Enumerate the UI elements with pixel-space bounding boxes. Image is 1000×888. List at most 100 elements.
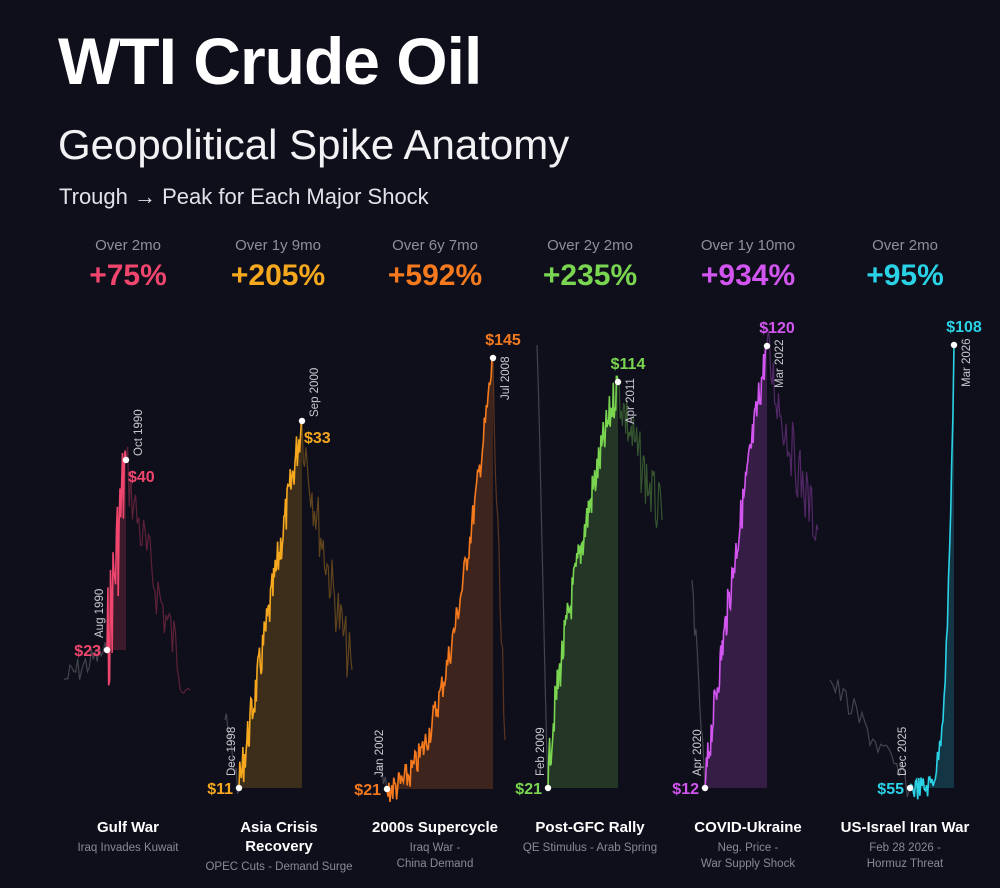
rise-line: [547, 375, 619, 789]
pre-shock-line: [691, 579, 706, 789]
panel-gulf-war: $23 $40 Aug 1990 Oct 1990: [63, 409, 191, 694]
pre-shock-line: [536, 344, 549, 789]
peak-marker: [950, 341, 958, 349]
rise-area-fill: [910, 345, 954, 800]
duration-label: Over 6y 7mo: [392, 237, 478, 254]
stat-covid-ukraine: Over 1y 10mo +934%: [668, 238, 828, 291]
caption-asia-crisis: Asia Crisis Recovery OPEC Cuts - Demand …: [194, 818, 364, 875]
event-description: Feb 28 2026 - Hormuz Threat: [866, 842, 944, 870]
peak-marker: [614, 378, 622, 386]
caption-supercycle: 2000s Supercycle Iraq War - China Demand: [350, 818, 520, 872]
panel-asia-crisis: $11 $33 Dec 1998 Sep 2000: [207, 368, 353, 798]
post-peak-line: [492, 357, 506, 741]
duration-label: Over 1y 9mo: [235, 237, 321, 254]
duration-label: Over 1y 10mo: [700, 237, 796, 254]
post-peak-line: [301, 420, 353, 678]
stat-gulf-war: Over 2mo +75%: [48, 238, 208, 291]
peak-price-label: $108: [946, 319, 982, 336]
percent-change: +934%: [700, 259, 796, 292]
event-name: Asia Crisis Recovery: [240, 819, 318, 855]
trough-marker: [235, 784, 243, 792]
peak-price-label: $114: [611, 356, 646, 373]
panel-iran-war: $55 $108 Dec 2025 Mar 2026: [829, 319, 982, 800]
peak-date-label: Sep 2000: [309, 368, 321, 417]
peak-price-label: $33: [304, 430, 331, 447]
pre-shock-line: [829, 679, 911, 798]
trough-date-label: Dec 1998: [226, 727, 238, 776]
trough-price-label: $11: [207, 781, 233, 798]
peak-price-label: $120: [759, 320, 795, 337]
panel-covid-ukraine: $12 $120 Apr 2020 Mar 2022: [672, 320, 819, 798]
post-peak-line: [766, 329, 819, 541]
event-name: US-Israel Iran War: [840, 819, 970, 836]
event-name: 2000s Supercycle: [372, 819, 498, 836]
trough-marker: [701, 784, 709, 792]
event-description: Iraq Invades Kuwait: [77, 842, 179, 854]
peak-date-label: Apr 2011: [625, 378, 637, 424]
trough-date-label: Dec 2025: [897, 727, 909, 776]
peak-price-label: $145: [485, 332, 521, 349]
percent-change: +235%: [542, 259, 638, 292]
chart-title: WTI Crude Oil: [58, 24, 482, 98]
trough-marker: [103, 646, 111, 654]
event-name: COVID-Ukraine: [694, 819, 802, 836]
panel-supercycle: $21 $145 Jan 2002 Jul 2008: [354, 332, 521, 802]
trough-price-label: $21: [515, 781, 542, 798]
post-peak-line: [617, 381, 663, 529]
rise-area-fill: [548, 376, 618, 788]
duration-label: Over 2mo: [95, 237, 161, 254]
percent-change: +205%: [230, 259, 326, 292]
stat-supercycle: Over 6y 7mo +592%: [355, 238, 515, 291]
trough-price-label: $12: [672, 781, 699, 798]
peak-marker: [122, 456, 130, 464]
trough-date-label: Jan 2002: [374, 730, 386, 777]
caption-gulf-war: Gulf War Iraq Invades Kuwait: [43, 818, 213, 856]
caption-post-gfc: Post-GFC Rally QE Stimulus - Arab Spring: [505, 818, 675, 856]
percent-change: +592%: [387, 259, 483, 292]
trough-marker: [906, 784, 914, 792]
stat-post-gfc: Over 2y 2mo +235%: [510, 238, 670, 291]
post-peak-line: [125, 446, 191, 694]
trough-marker: [383, 785, 391, 793]
rise-line: [238, 420, 303, 789]
chart-subtitle: Geopolitical Spike Anatomy: [58, 121, 570, 168]
trough-marker: [544, 784, 552, 792]
trough-date-label: Aug 1990: [94, 589, 106, 638]
pre-shock-line: [379, 763, 388, 790]
trough-price-label: $23: [74, 643, 101, 660]
peak-marker: [489, 354, 497, 362]
chart-tagline: Trough → Peak for Each Major Shock: [59, 184, 429, 209]
duration-label: Over 2mo: [872, 237, 938, 254]
event-description: OPEC Cuts - Demand Surge: [205, 861, 353, 873]
caption-iran-war: US-Israel Iran War Feb 28 2026 - Hormuz …: [820, 818, 990, 872]
percent-change: +95%: [866, 259, 944, 292]
pre-shock-line: [63, 642, 108, 681]
spike-panels-chart: $23 $40 Aug 1990 Oct 1990 $11 $33 Dec 1998 Sep …: [63, 319, 982, 802]
rise-area-fill: [705, 344, 767, 788]
stat-asia-crisis: Over 1y 9mo +205%: [198, 238, 358, 291]
trough-date-label: Apr 2020: [692, 729, 704, 776]
rise-line: [386, 356, 494, 802]
peak-marker: [763, 342, 771, 350]
panel-post-gfc: $21 $114 Feb 2009 Apr 2011: [515, 344, 663, 798]
peak-date-label: Oct 1990: [133, 409, 145, 456]
rise-line: [704, 344, 768, 789]
rise-line: [909, 344, 955, 800]
pre-shock-line: [224, 713, 240, 795]
peak-price-label: $40: [128, 469, 155, 486]
stat-iran-war: Over 2mo +95%: [825, 238, 985, 291]
change-stats-row: Over 2mo +75% Over 1y 9mo +205% Over 6y …: [48, 238, 988, 308]
trough-date-label: Feb 2009: [535, 727, 547, 776]
trough-price-label: $55: [877, 781, 904, 798]
peak-date-label: Mar 2022: [774, 339, 786, 388]
peak-date-label: Mar 2026: [961, 338, 973, 387]
trough-price-label: $21: [354, 782, 381, 799]
rise-area-fill: [387, 357, 493, 802]
rise-line: [106, 450, 127, 686]
caption-covid-ukraine: COVID-Ukraine Neg. Price - War Supply Sh…: [663, 818, 833, 872]
duration-label: Over 2y 2mo: [547, 237, 633, 254]
percent-change: +75%: [89, 259, 167, 292]
event-description: Iraq War - China Demand: [396, 842, 474, 870]
event-name: Post-GFC Rally: [535, 819, 645, 836]
event-name: Gulf War: [97, 819, 159, 836]
